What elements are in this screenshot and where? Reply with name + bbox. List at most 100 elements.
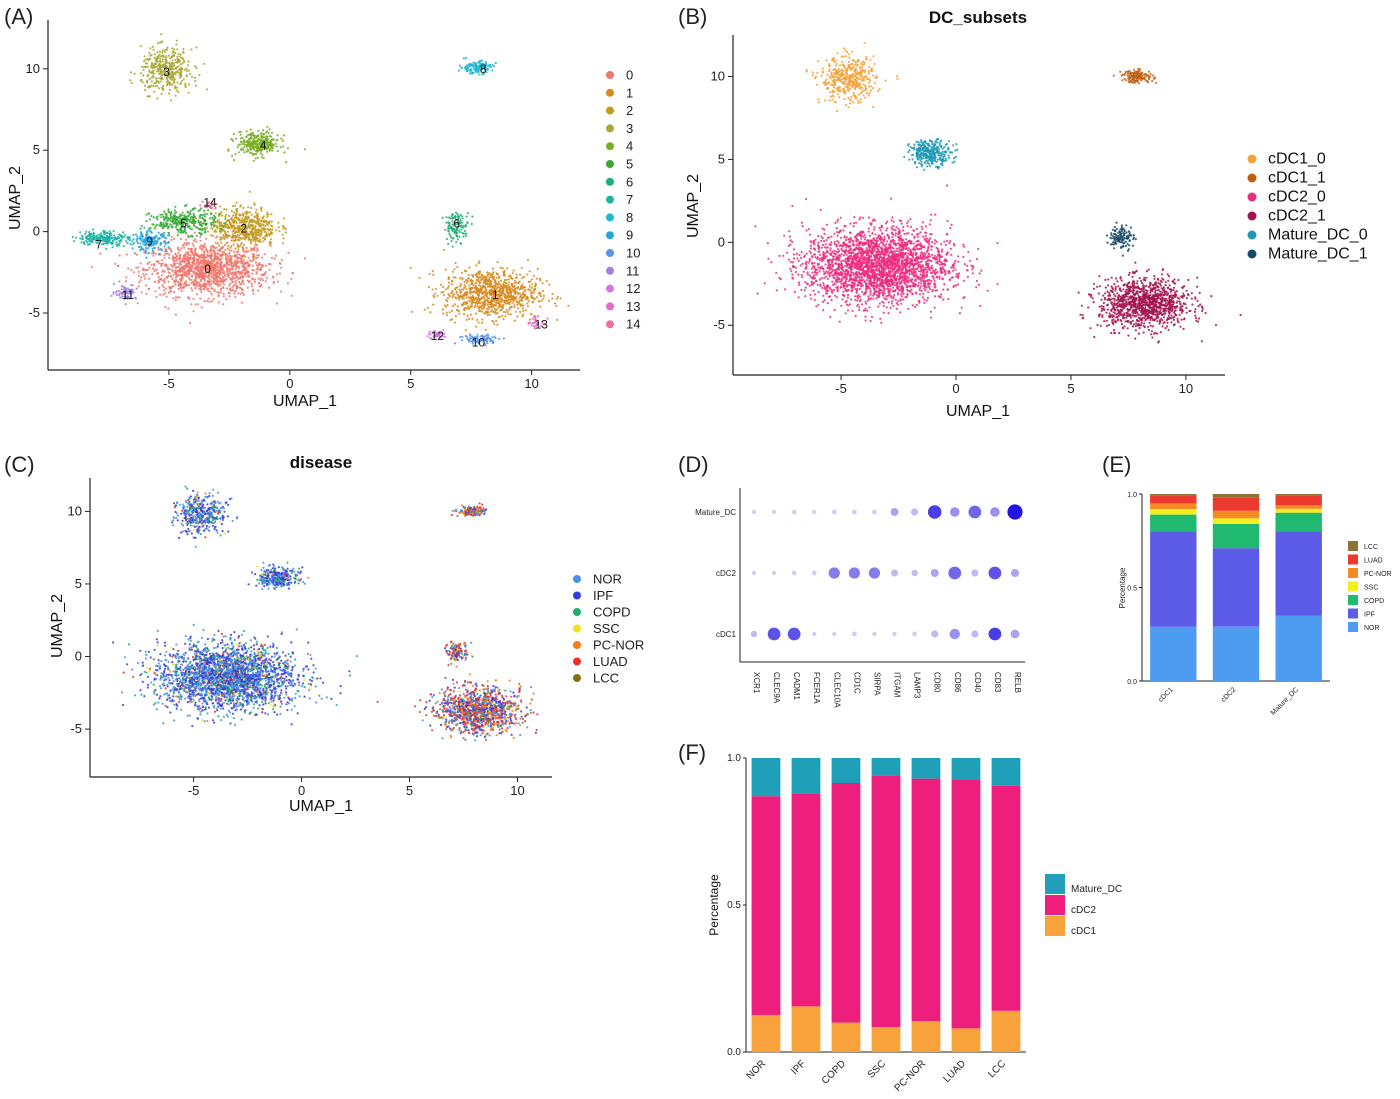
cell-point (876, 76, 879, 79)
cell-point (868, 65, 871, 69)
cell-point (829, 77, 832, 80)
cell-point (191, 251, 194, 254)
cell-point (267, 213, 270, 216)
cell-point (237, 260, 240, 263)
cell-point (491, 339, 494, 342)
cell-point (146, 57, 149, 61)
cell-point (159, 66, 162, 69)
cell-point (172, 285, 175, 288)
cell-point (198, 263, 201, 266)
cell-point (270, 256, 273, 260)
cell-point (179, 231, 182, 234)
cell-point (502, 337, 505, 340)
cell-point (260, 132, 263, 135)
cell-point (174, 85, 177, 88)
cell-point (475, 281, 478, 284)
cell-point (193, 76, 197, 79)
cell-point (508, 286, 511, 289)
legend-label-5: 5 (626, 157, 633, 172)
cell-point (163, 281, 166, 284)
cell-point (264, 224, 267, 227)
cell-point (536, 277, 539, 280)
cell-point (200, 306, 203, 309)
cell-point (556, 295, 560, 298)
cell-point (495, 272, 499, 275)
cell-point (195, 234, 198, 237)
cell-point (185, 280, 188, 283)
cell-point (227, 244, 230, 248)
cell-point (284, 228, 287, 231)
cell-point (186, 284, 189, 287)
cell-point (215, 246, 218, 249)
cell-point (836, 109, 839, 113)
cell-point (189, 227, 192, 230)
cluster-label-7: 7 (95, 238, 102, 252)
cell-point (194, 287, 197, 290)
cell-point (262, 237, 265, 240)
cell-point (838, 74, 841, 77)
cell-point (161, 262, 164, 265)
cell-point (465, 68, 468, 71)
cell-point (210, 293, 213, 296)
cell-point (532, 274, 536, 277)
cell-point (470, 283, 473, 286)
cell-point (539, 305, 542, 308)
cell-point (175, 273, 178, 276)
cell-point (844, 49, 847, 52)
cell-point (487, 333, 490, 336)
cell-point (847, 60, 851, 64)
cell-point (199, 228, 202, 231)
cell-point (213, 246, 216, 249)
cell-point (250, 247, 253, 250)
cell-point (130, 268, 133, 272)
cell-point (517, 292, 520, 296)
cell-point (238, 267, 241, 270)
legend-label-9: 9 (626, 228, 633, 243)
cell-point (175, 39, 178, 42)
cell-point (113, 234, 116, 237)
cell-point (460, 271, 463, 274)
cell-point (264, 231, 268, 234)
cell-point (842, 87, 846, 90)
cell-point (168, 285, 171, 288)
cell-point (174, 298, 177, 302)
cell-point (232, 221, 235, 224)
cell-point (185, 70, 188, 73)
legend-swatch (606, 124, 614, 133)
cell-point (820, 74, 823, 78)
cell-point (206, 249, 209, 252)
cell-point (212, 297, 215, 301)
cell-point (218, 249, 221, 252)
cell-point (502, 318, 505, 321)
cell-point (231, 267, 234, 271)
cell-point (264, 264, 267, 267)
cell-point (174, 205, 177, 208)
cell-point (150, 71, 153, 75)
cell-point (219, 279, 222, 282)
cell-point (491, 69, 494, 72)
cell-point (168, 272, 171, 275)
cell-point (493, 311, 496, 314)
panel-b-xlabel: UMAP_1 (946, 403, 1010, 420)
x-tick-label: 5 (1067, 381, 1074, 396)
cell-point (445, 237, 449, 241)
cell-point (828, 70, 831, 73)
cell-point (506, 267, 509, 270)
cell-point (276, 280, 279, 283)
panel-label-f: (F) (678, 740, 706, 765)
cell-point (175, 254, 178, 257)
cell-point (160, 216, 163, 219)
cell-point (239, 244, 242, 247)
cluster-label-9: 9 (146, 234, 153, 248)
cell-point (158, 252, 161, 256)
cell-point (142, 74, 145, 77)
cell-point (249, 128, 252, 131)
cell-point (848, 84, 851, 87)
cell-point (482, 290, 486, 293)
cell-point (234, 290, 237, 293)
cell-point (846, 67, 849, 70)
cell-point (456, 293, 459, 296)
cell-point (198, 223, 201, 226)
cell-point (139, 279, 142, 282)
cell-point (247, 206, 250, 209)
